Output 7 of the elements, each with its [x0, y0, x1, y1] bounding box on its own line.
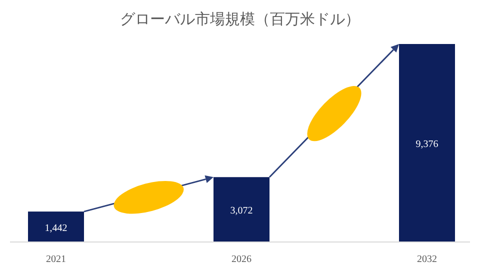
- data-label: 3,072: [230, 206, 253, 217]
- x-tick-label: 2032: [417, 254, 437, 265]
- x-tick-label: 2026: [232, 254, 252, 265]
- chart-title: グローバル市場規模（百万米ドル）: [120, 10, 360, 28]
- x-tick-label: 2021: [46, 254, 66, 265]
- data-label: 1,442: [44, 222, 68, 234]
- data-label: 9,376: [416, 139, 438, 150]
